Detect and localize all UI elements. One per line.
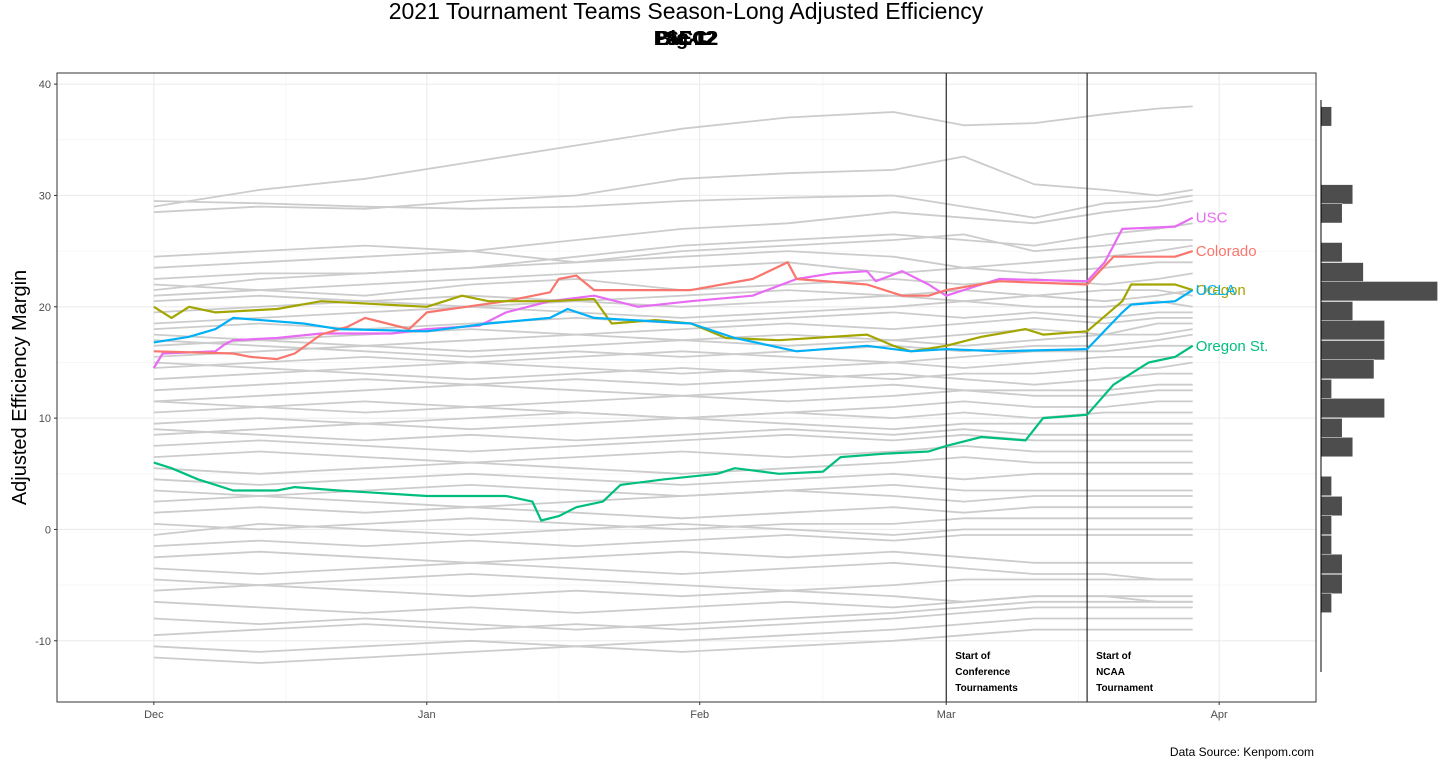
x-tick-label: Apr: [1211, 709, 1228, 721]
event-annotation-line: Tournament: [1096, 683, 1154, 694]
margin-histogram: [1320, 100, 1438, 672]
histogram-bar: [1320, 242, 1343, 263]
background-team-line: [153, 561, 1193, 581]
histogram-bar: [1320, 592, 1332, 613]
chart-title: 2021 Tournament Teams Season-Long Adjust…: [388, 0, 984, 24]
histogram-bar: [1320, 574, 1343, 594]
histogram-bar: [1320, 262, 1364, 283]
background-team-line: [153, 300, 1193, 325]
team-line: [153, 283, 1194, 353]
background-team-line: [153, 289, 1193, 314]
background-team-line: [153, 517, 1193, 531]
histogram-bar: [1320, 398, 1385, 419]
background-team-line: [153, 456, 1193, 475]
team-line: [153, 344, 1194, 522]
histogram-bar: [1320, 535, 1332, 556]
background-team-line: [153, 417, 1193, 436]
plot-border: [56, 72, 1317, 703]
histogram-bar: [1320, 514, 1332, 535]
subtitle-layer-0: SEC: [665, 28, 707, 50]
background-team-line: [153, 550, 1193, 564]
background-team-line: [153, 472, 1193, 486]
background-team-line: [153, 506, 1193, 520]
event-annotation-line: NCAA: [1096, 667, 1125, 678]
histogram-bar: [1320, 281, 1438, 302]
histogram-bar: [1320, 496, 1343, 517]
histogram-bar: [1320, 437, 1354, 458]
histogram-bar: [1320, 106, 1332, 127]
histogram-bar: [1320, 320, 1385, 341]
background-team-line: [153, 328, 1193, 358]
histogram-bar: [1320, 359, 1375, 380]
background-team-line: [153, 617, 1193, 653]
subtitle-layer-3: ACC: [664, 28, 708, 50]
event-annotation-line: Start of: [955, 651, 991, 662]
y-tick-label: 10: [39, 413, 51, 425]
background-team-line: [153, 233, 1193, 291]
y-axis-title: Adjusted Efficiency Margin: [9, 270, 31, 505]
data-source-note: Data Source: Kenpom.com: [1169, 745, 1314, 759]
y-tick-label: 0: [45, 524, 51, 536]
team-line: [152, 216, 1194, 369]
background-team-line: [153, 489, 1193, 509]
background-team-line: [153, 428, 1193, 442]
histogram-bar: [1320, 418, 1343, 439]
background-team-line: [153, 200, 1193, 269]
x-tick-label: Feb: [690, 709, 709, 721]
event-lines: Start of Conference Tournaments Start of NCA…: [945, 73, 1154, 702]
event-annotation-line: Tournaments: [955, 683, 1018, 694]
y-tick-label: 20: [39, 302, 51, 314]
background-team-line: [153, 344, 1193, 369]
y-tick-label: 40: [39, 79, 51, 91]
team-end-label: Oregon St.: [1196, 338, 1269, 355]
histogram-bar: [1320, 340, 1385, 361]
team-line: [153, 250, 1194, 361]
x-tick-label: Jan: [418, 709, 436, 721]
team-end-label: USC: [1196, 210, 1228, 227]
histogram-bar: [1320, 379, 1332, 400]
y-tick-label: 30: [39, 190, 51, 202]
background-team-line: [153, 595, 1193, 614]
background-team-line: [153, 628, 1193, 664]
background-team-line: [153, 445, 1193, 464]
team-end-label: Colorado: [1196, 243, 1257, 260]
background-team-line: [153, 361, 1193, 381]
event-annotation-line: Conference: [955, 667, 1010, 678]
subtitle-layer-2: Big 12: [655, 28, 717, 50]
subtitle-layer-1: Pac-12: [653, 28, 719, 50]
histogram-bar: [1320, 184, 1354, 205]
x-tick-label: Dec: [144, 709, 164, 721]
event-annotation-line: Start of: [1096, 651, 1132, 662]
team-line: [153, 289, 1194, 353]
background-team-line: [153, 523, 1193, 536]
histogram-bar: [1320, 203, 1343, 224]
background-team-line: [153, 356, 1193, 381]
background-team-line: [153, 155, 1193, 214]
background-team-line: [153, 534, 1193, 547]
histogram-bar: [1320, 476, 1332, 497]
background-team-line: [153, 194, 1193, 219]
histogram-bar: [1320, 553, 1343, 574]
background-team-line: [153, 244, 1193, 269]
background-team-line: [153, 433, 1193, 453]
background-team-line: [153, 272, 1193, 297]
axes: -10 0 10 20 30 40 Dec Jan Feb Mar Apr Adjusted Effi…: [9, 72, 1317, 721]
background-team-line: [153, 600, 1193, 631]
team-end-label: UCLA: [1196, 282, 1236, 299]
team-end-label: Oregon: [1196, 282, 1246, 299]
background-team-line: [153, 383, 1193, 403]
histogram-bar: [1320, 301, 1354, 322]
background-team-line: [153, 333, 1193, 358]
background-team-line: [153, 372, 1193, 392]
background-team-line: [153, 105, 1193, 208]
x-tick-label: Mar: [937, 709, 956, 721]
y-tick-label: -10: [35, 636, 51, 648]
background-team-line: [153, 606, 1193, 637]
